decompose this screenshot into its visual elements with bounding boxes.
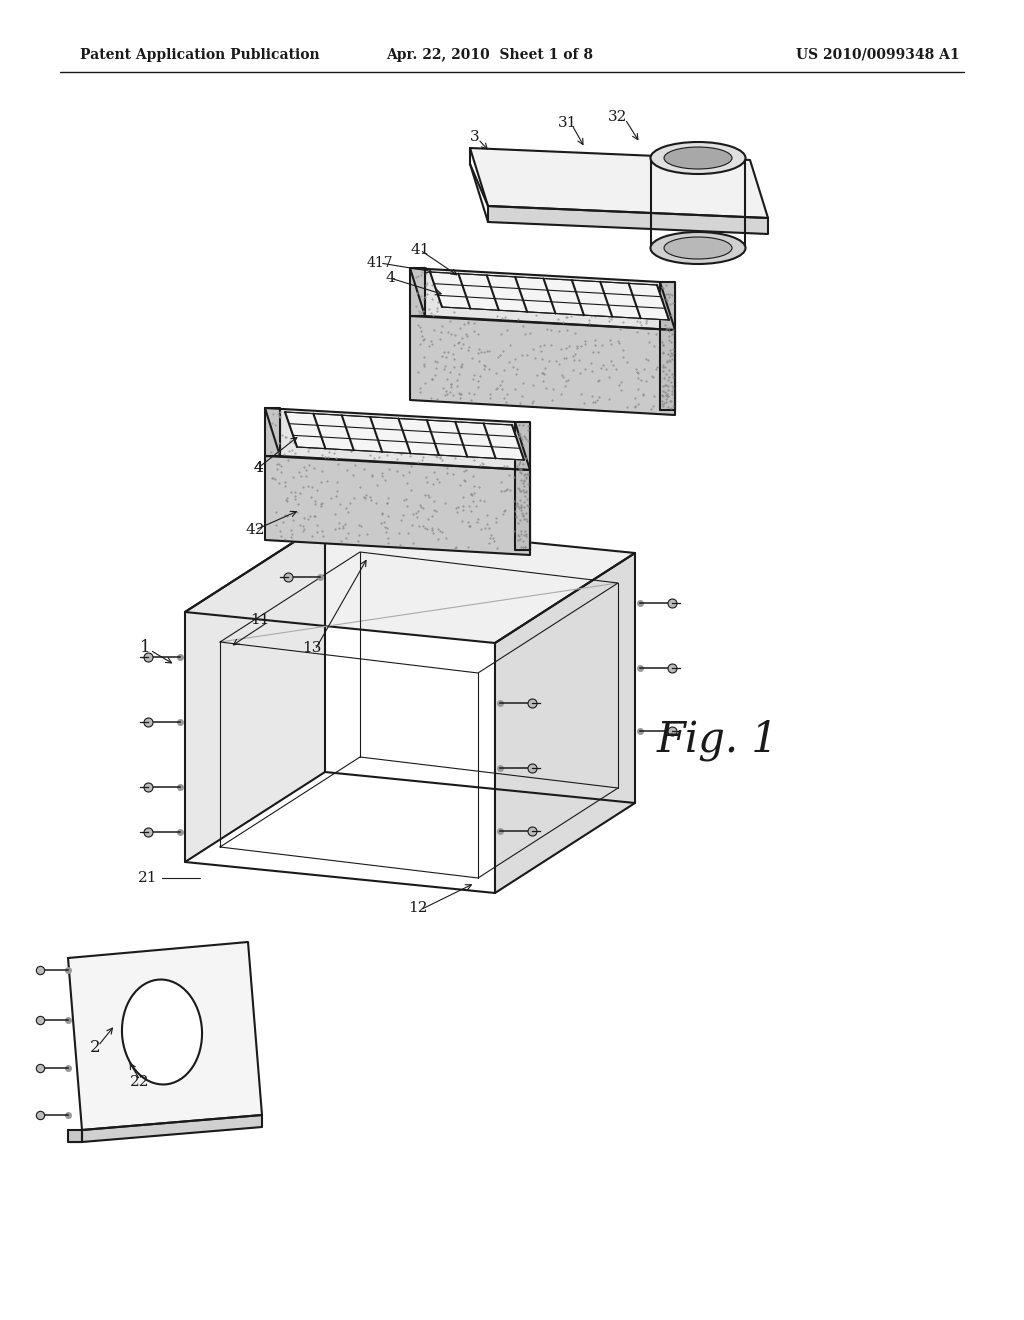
Text: 41: 41 (411, 243, 430, 257)
Text: 42: 42 (246, 523, 265, 537)
Text: 12: 12 (409, 902, 428, 915)
Text: 22: 22 (130, 1074, 150, 1089)
Text: Fig. 1: Fig. 1 (657, 719, 779, 762)
Text: 31: 31 (558, 116, 578, 129)
Ellipse shape (122, 979, 202, 1085)
Polygon shape (185, 521, 325, 862)
Text: 32: 32 (608, 110, 628, 124)
Text: 21: 21 (138, 871, 158, 884)
Ellipse shape (650, 143, 745, 174)
Text: 4: 4 (253, 461, 263, 475)
Polygon shape (82, 1115, 262, 1142)
Text: 11: 11 (250, 612, 269, 627)
Polygon shape (265, 408, 280, 455)
Text: 4: 4 (253, 461, 263, 475)
Polygon shape (515, 422, 530, 550)
Text: 417: 417 (367, 256, 393, 271)
Ellipse shape (664, 238, 732, 259)
Ellipse shape (650, 232, 745, 264)
Polygon shape (410, 268, 425, 315)
Polygon shape (488, 206, 768, 234)
Text: 4: 4 (385, 271, 395, 285)
Text: Apr. 22, 2010  Sheet 1 of 8: Apr. 22, 2010 Sheet 1 of 8 (386, 48, 594, 62)
Polygon shape (660, 282, 675, 411)
Polygon shape (68, 942, 262, 1130)
Text: 1: 1 (139, 639, 151, 656)
Text: 3: 3 (470, 129, 480, 144)
Polygon shape (285, 412, 524, 459)
Polygon shape (430, 272, 669, 319)
Polygon shape (185, 521, 635, 643)
Text: US 2010/0099348 A1: US 2010/0099348 A1 (797, 48, 961, 62)
Polygon shape (470, 148, 768, 218)
Polygon shape (410, 268, 675, 330)
Polygon shape (68, 1130, 82, 1142)
Polygon shape (410, 315, 675, 414)
Text: Patent Application Publication: Patent Application Publication (80, 48, 319, 62)
Polygon shape (265, 455, 530, 554)
Polygon shape (265, 408, 530, 470)
Text: 13: 13 (302, 642, 322, 655)
Polygon shape (495, 553, 635, 894)
Text: 2: 2 (90, 1040, 100, 1056)
Ellipse shape (664, 147, 732, 169)
